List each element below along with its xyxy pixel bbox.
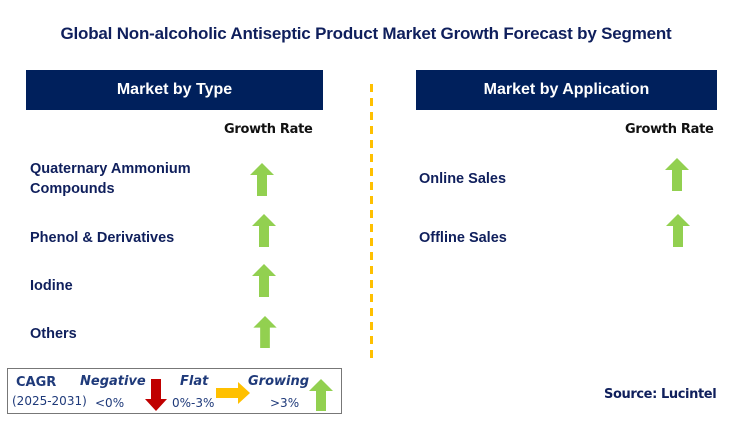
growing-arrow-icon: [666, 214, 690, 247]
growing-arrow-icon: [665, 158, 689, 191]
application-growth-rate-label: Growth Rate: [625, 122, 714, 137]
type-item-phenol-derivatives: Phenol & Derivatives: [30, 230, 175, 246]
growing-arrow-icon: [252, 264, 276, 297]
item-label-line2: Compounds: [30, 181, 115, 197]
negative-arrow-icon: [145, 379, 167, 411]
type-item-others: Others: [30, 326, 77, 342]
legend-flat-label: Flat: [180, 374, 209, 389]
legend-negative-range: <0%: [95, 396, 125, 410]
source-label: Source: Lucintel: [604, 387, 717, 402]
legend-flat-range: 0%-3%: [172, 396, 215, 410]
application-item-offline-sales: Offline Sales: [419, 230, 507, 246]
growing-arrow-icon: [309, 379, 333, 411]
page-title: Global Non-alcoholic Antiseptic Product …: [60, 24, 672, 43]
cagr-legend: CAGR (2025-2031) Negative <0% Flat 0%-3%…: [7, 368, 342, 414]
item-label-line1: Quaternary Ammonium: [30, 161, 191, 177]
legend-growing-label: Growing: [248, 374, 310, 389]
growing-arrow-icon: [253, 316, 277, 348]
application-item-online-sales: Online Sales: [419, 171, 507, 187]
type-item-quaternary-ammonium: Quaternary Ammonium Compounds: [30, 159, 191, 199]
legend-years: (2025-2031): [12, 394, 87, 408]
legend-growing-range: >3%: [270, 396, 300, 410]
type-item-iodine: Iodine: [30, 278, 73, 294]
legend-cagr-label: CAGR: [16, 375, 57, 390]
type-growth-rate-label: Growth Rate: [224, 122, 313, 137]
legend-negative-label: Negative: [80, 374, 146, 389]
growing-arrow-icon: [250, 163, 274, 196]
market-by-type-header: Market by Type: [26, 70, 323, 110]
flat-arrow-icon: [216, 382, 250, 404]
market-by-application-header: Market by Application: [416, 70, 717, 110]
panel-divider: [370, 84, 373, 360]
growing-arrow-icon: [252, 214, 276, 247]
